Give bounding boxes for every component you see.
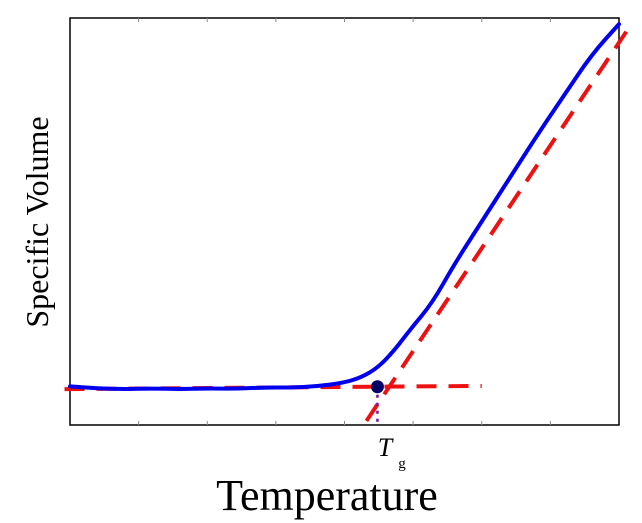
tg-label: T (378, 433, 394, 462)
tg-subscript: g (398, 456, 406, 472)
axis-ticks (138, 18, 551, 425)
liquid-fit-line (364, 25, 632, 423)
tg-point-marker (370, 380, 384, 394)
plot-frame (69, 17, 620, 426)
x-axis-label: Temperature (216, 471, 438, 520)
tg-marker-group (370, 380, 384, 425)
y-axis-label: Specific Volume (19, 116, 55, 327)
series-lines (68, 22, 621, 391)
fit-lines (64, 25, 632, 423)
measured-series-line (68, 22, 621, 391)
